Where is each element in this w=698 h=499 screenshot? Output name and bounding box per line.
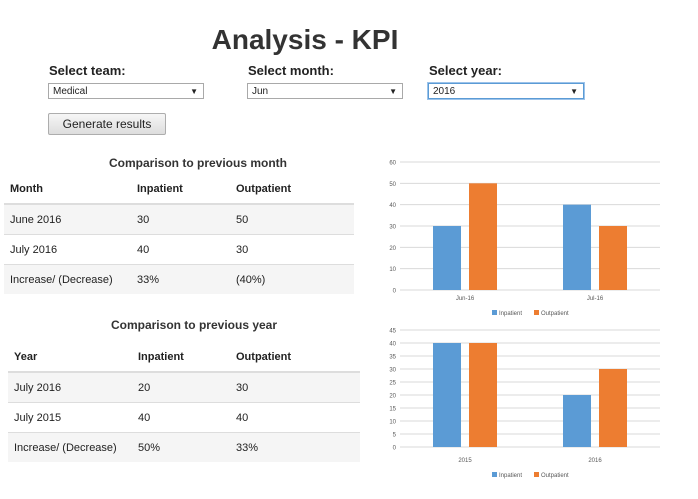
month-label: Select month: (248, 63, 334, 78)
column-header: Inpatient (132, 343, 230, 373)
table-cell: 33% (131, 264, 230, 294)
y-tick-label: 30 (389, 368, 396, 374)
bar-outpatient (469, 343, 497, 447)
year-select[interactable]: 2016 ▼ (428, 83, 584, 99)
table-cell: 50 (230, 203, 354, 235)
y-tick-label: 20 (389, 394, 396, 400)
table-cell: July 2015 (8, 402, 132, 433)
legend-label: Inpatient (499, 311, 522, 317)
chevron-down-icon: ▼ (570, 87, 578, 96)
bar-outpatient (599, 369, 627, 447)
page-title: Analysis - KPI (211, 24, 399, 55)
y-tick-label: 40 (389, 342, 396, 348)
column-header: Month (4, 175, 131, 205)
year-table-title: Comparison to previous year (110, 318, 278, 332)
y-tick-label: 10 (389, 267, 396, 273)
table-cell: 40 (131, 234, 230, 265)
month-table-title: Comparison to previous month (108, 156, 287, 170)
y-tick-label: 15 (389, 407, 396, 413)
legend-label: Outpatient (541, 311, 569, 317)
legend-swatch (492, 472, 497, 477)
column-header: Outpatient (230, 175, 354, 205)
table-row: Increase/ (Decrease) 50% 33% (8, 432, 360, 462)
table-cell: 50% (132, 432, 230, 462)
y-tick-label: 60 (389, 161, 396, 167)
table-cell: 40 (132, 402, 230, 433)
legend-swatch (534, 472, 539, 477)
x-tick-label: 2016 (588, 458, 602, 464)
y-tick-label: 20 (389, 246, 396, 252)
table-cell: 30 (230, 234, 354, 265)
column-header: Inpatient (131, 175, 230, 205)
table-row: June 2016 30 50 (4, 203, 354, 235)
x-tick-label: Jul-16 (587, 296, 604, 302)
bar-inpatient (433, 343, 461, 447)
bar-inpatient (433, 226, 461, 290)
y-tick-label: 0 (393, 446, 397, 452)
table-cell: 20 (132, 371, 230, 403)
y-tick-label: 25 (389, 381, 396, 387)
y-tick-label: 5 (393, 433, 397, 439)
table-row: July 2016 20 30 (8, 371, 360, 403)
x-tick-label: 2015 (458, 458, 472, 464)
y-tick-label: 50 (389, 182, 396, 188)
legend-label: Outpatient (541, 473, 569, 479)
column-header: Outpatient (230, 343, 360, 373)
year-select-value: 2016 (433, 86, 456, 97)
legend-swatch (492, 310, 497, 315)
table-row: July 2015 40 40 (8, 402, 360, 433)
month-select[interactable]: Jun ▼ (247, 83, 403, 99)
table-cell: July 2016 (8, 371, 132, 403)
bar-inpatient (563, 395, 591, 447)
x-tick-label: Jun-16 (456, 296, 475, 302)
table-cell: 40 (230, 402, 360, 433)
table-cell: 30 (230, 371, 360, 403)
year-comparison-table: Year Inpatient Outpatient July 2016 20 3… (8, 343, 360, 462)
table-cell: June 2016 (4, 203, 131, 235)
legend-swatch (534, 310, 539, 315)
y-tick-label: 30 (389, 225, 396, 231)
table-cell: (40%) (230, 264, 354, 294)
table-row: Increase/ (Decrease) 33% (40%) (4, 264, 354, 294)
y-tick-label: 10 (389, 420, 396, 426)
generate-results-button[interactable]: Generate results (48, 113, 166, 135)
column-header: Year (8, 343, 132, 373)
month-comparison-chart: 0 10 20 30 40 50 60 Jun-16 Jul-16 Inpatient Outpat… (389, 161, 660, 317)
bar-outpatient (599, 226, 627, 290)
y-tick-label: 40 (389, 203, 396, 209)
month-select-value: Jun (252, 86, 269, 97)
table-cell: Increase/ (Decrease) (4, 264, 131, 294)
y-tick-label: 35 (389, 355, 396, 361)
table-cell: 33% (230, 432, 360, 462)
team-select[interactable]: Medical ▼ (48, 83, 204, 99)
table-cell: 30 (131, 203, 230, 235)
year-label: Select year: (429, 63, 502, 78)
table-cell: Increase/ (Decrease) (8, 432, 132, 462)
legend-label: Inpatient (499, 473, 522, 479)
y-tick-label: 0 (393, 289, 397, 295)
chevron-down-icon: ▼ (190, 87, 198, 96)
bar-inpatient (563, 204, 591, 290)
table-cell: July 2016 (4, 234, 131, 265)
bar-outpatient (469, 183, 497, 290)
year-comparison-chart: 0 5 10 15 20 25 30 35 40 45 2015 2016 Inpatient Outpa… (389, 329, 660, 479)
team-select-value: Medical (53, 86, 88, 97)
month-comparison-table: Month Inpatient Outpatient June 2016 30 … (4, 175, 354, 294)
table-row: July 2016 40 30 (4, 234, 354, 265)
team-label: Select team: (49, 63, 126, 78)
chevron-down-icon: ▼ (389, 87, 397, 96)
y-tick-label: 45 (389, 329, 396, 335)
